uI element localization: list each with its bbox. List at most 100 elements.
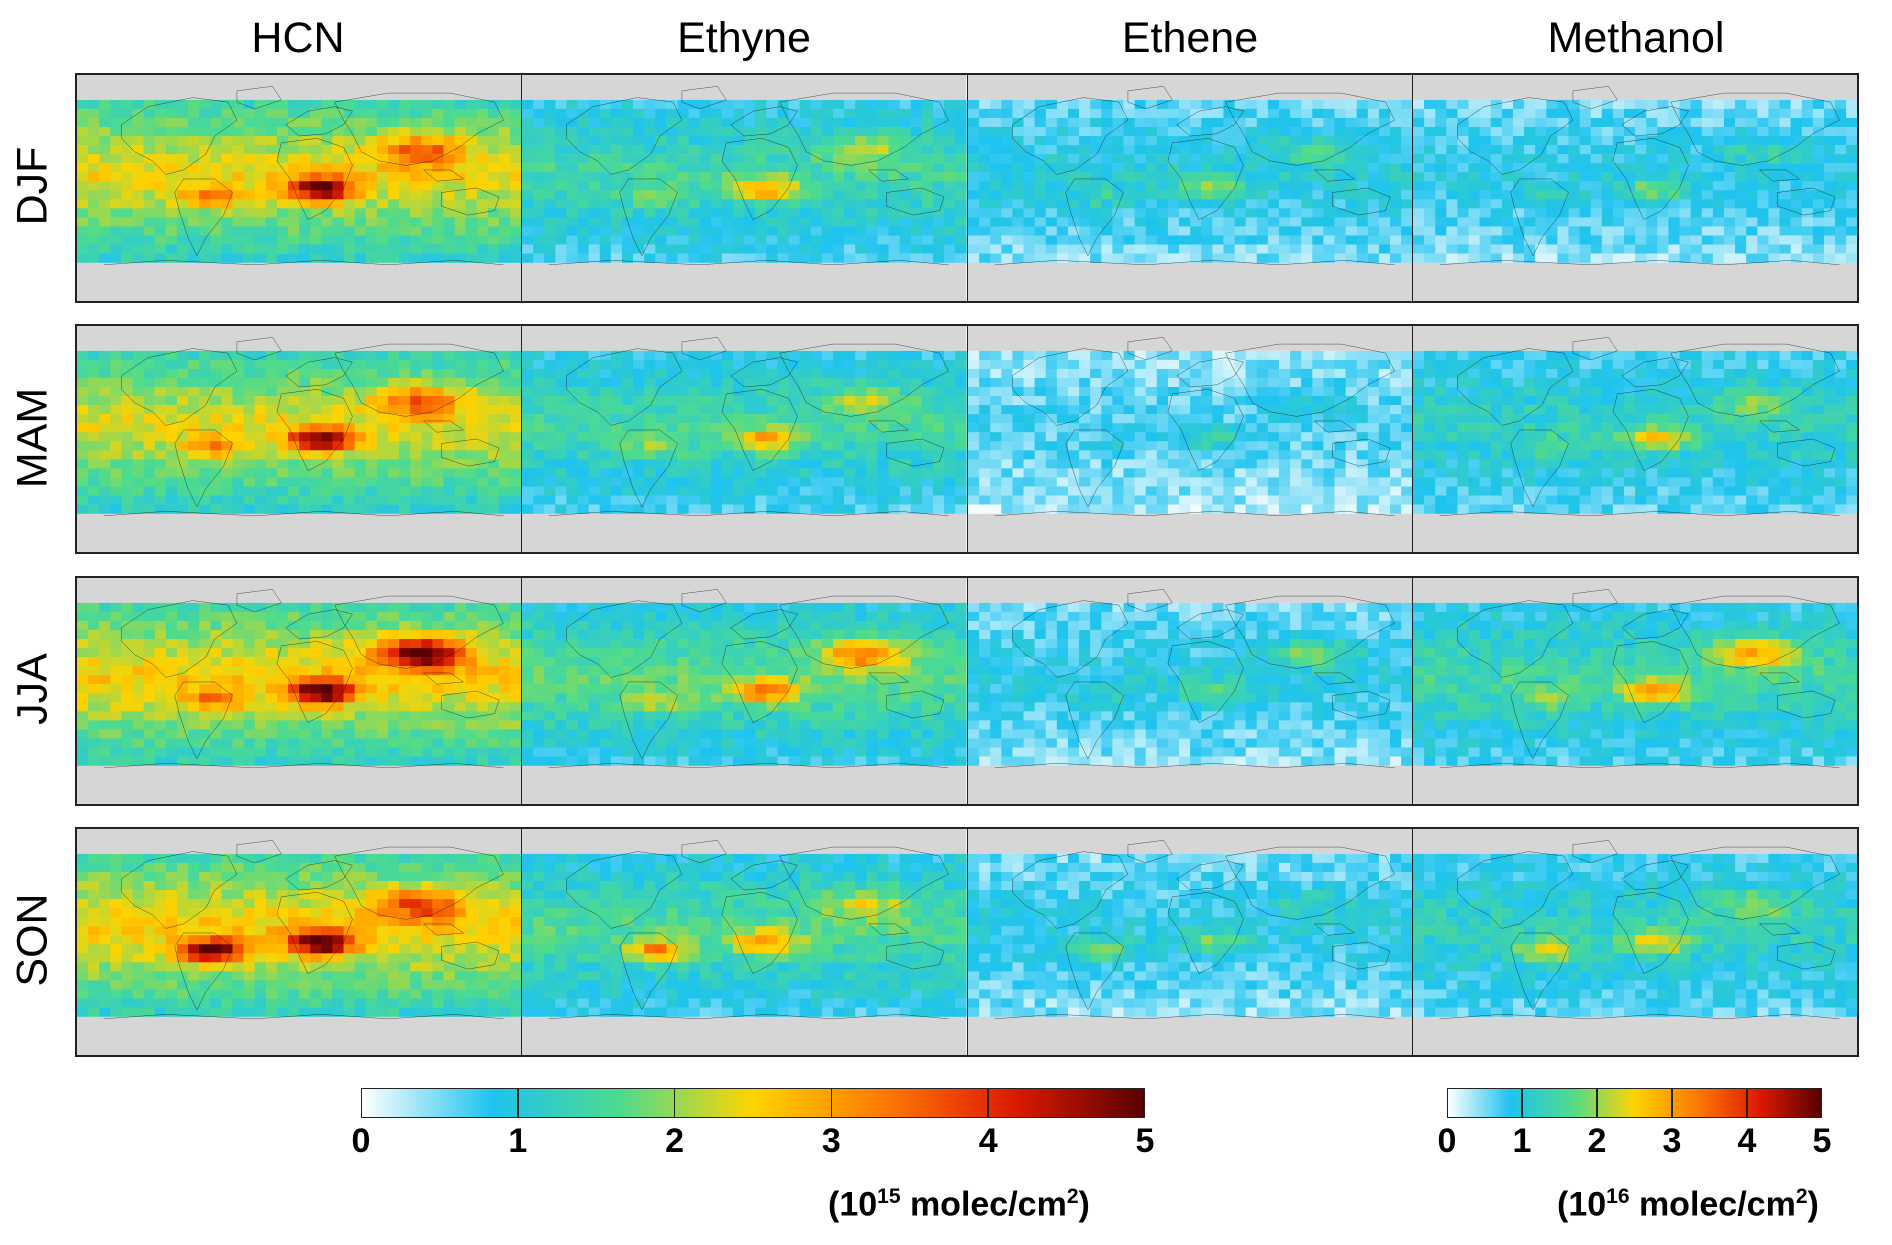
colorbar-methanol <box>1447 1088 1822 1118</box>
colorbar-tick-label: 1 <box>508 1122 528 1160</box>
map-panel-ethyne-djf <box>521 75 967 301</box>
column-field <box>1412 602 1857 766</box>
column-field <box>967 99 1412 263</box>
column-title-ethyne: Ethyne <box>677 14 811 62</box>
colorbar-tick-mark <box>1596 1088 1598 1118</box>
column-title-hcn: HCN <box>251 14 345 62</box>
colorbar-tick-label: 3 <box>1662 1122 1682 1160</box>
colorbar-tick-label: 5 <box>1135 1122 1155 1160</box>
missing-data-band-north <box>77 75 522 100</box>
column-field <box>522 99 967 263</box>
colorbar-tick-mark <box>1671 1088 1673 1118</box>
coastlines <box>549 337 949 516</box>
map-panel-hcn-son <box>77 829 522 1055</box>
coastlines <box>994 337 1394 516</box>
colorbar-tick-label: 2 <box>665 1122 685 1160</box>
missing-data-band-south <box>1412 765 1857 804</box>
missing-data-band-north <box>522 578 967 603</box>
column-field <box>967 602 1412 766</box>
missing-data-band-south <box>77 1016 522 1055</box>
column-field <box>1412 99 1857 263</box>
colorbar-tick-label: 1 <box>1512 1122 1532 1160</box>
colorbar-tick-label: 4 <box>978 1122 998 1160</box>
map-panel-methanol-djf <box>1411 75 1857 301</box>
colorbar-hydrocarbons <box>361 1088 1145 1118</box>
map-panel-ethene-mam <box>966 326 1412 552</box>
missing-data-band-south <box>967 513 1412 552</box>
map-panel-methanol-mam <box>1411 326 1857 552</box>
coastlines <box>104 589 504 768</box>
column-field <box>1412 350 1857 514</box>
missing-data-band-south <box>1412 1016 1857 1055</box>
column-field <box>77 853 522 1017</box>
missing-data-band-north <box>522 326 967 351</box>
missing-data-band-north <box>1412 326 1857 351</box>
map-panel-ethene-jja <box>966 578 1412 804</box>
colorbar-tick-mark <box>1521 1088 1523 1118</box>
map-panel-ethyne-son <box>521 829 967 1055</box>
missing-data-band-south <box>522 262 967 301</box>
map-panel-ethyne-jja <box>521 578 967 804</box>
coastlines <box>549 86 949 265</box>
missing-data-band-south <box>967 262 1412 301</box>
missing-data-band-south <box>522 765 967 804</box>
missing-data-band-south <box>1412 513 1857 552</box>
coastlines <box>549 589 949 768</box>
colorbar-tick-label: 0 <box>1437 1122 1457 1160</box>
coastlines <box>104 86 504 265</box>
panel-row-mam <box>75 324 1859 554</box>
missing-data-band-north <box>967 829 1412 854</box>
map-panel-hcn-djf <box>77 75 522 301</box>
missing-data-band-north <box>967 578 1412 603</box>
column-field <box>967 853 1412 1017</box>
missing-data-band-south <box>522 513 967 552</box>
column-field <box>967 350 1412 514</box>
column-field <box>522 602 967 766</box>
row-label-jja: JJA <box>8 653 57 725</box>
missing-data-band-north <box>77 829 522 854</box>
missing-data-band-north <box>1412 829 1857 854</box>
missing-data-band-south <box>1412 262 1857 301</box>
missing-data-band-south <box>522 1016 967 1055</box>
colorbar-tick-label: 5 <box>1812 1122 1832 1160</box>
map-panel-methanol-son <box>1411 829 1857 1055</box>
missing-data-band-north <box>1412 578 1857 603</box>
panel-row-son <box>75 827 1859 1057</box>
coastlines <box>1439 840 1839 1019</box>
column-field <box>77 99 522 263</box>
coastlines <box>1439 86 1839 265</box>
coastlines <box>1439 337 1839 516</box>
missing-data-band-north <box>522 75 967 100</box>
coastlines <box>104 840 504 1019</box>
colorbar-tick-mark <box>830 1088 833 1118</box>
missing-data-band-south <box>967 765 1412 804</box>
column-field <box>1412 853 1857 1017</box>
map-panel-ethyne-mam <box>521 326 967 552</box>
missing-data-band-south <box>77 262 522 301</box>
colorbar-hydrocarbons-units: (1015 molec/cm2) <box>828 1185 1090 1224</box>
missing-data-band-north <box>77 326 522 351</box>
coastlines <box>994 840 1394 1019</box>
coastlines <box>1439 589 1839 768</box>
column-field <box>77 350 522 514</box>
map-panel-hcn-mam <box>77 326 522 552</box>
coastlines <box>549 840 949 1019</box>
missing-data-band-south <box>77 513 522 552</box>
colorbar-tick-mark <box>1746 1088 1748 1118</box>
map-panel-hcn-jja <box>77 578 522 804</box>
missing-data-band-north <box>522 829 967 854</box>
map-panel-ethene-son <box>966 829 1412 1055</box>
coastlines <box>994 589 1394 768</box>
row-label-mam: MAM <box>8 387 57 489</box>
column-title-ethene: Ethene <box>1121 14 1259 62</box>
panel-row-jja <box>75 576 1859 806</box>
missing-data-band-south <box>77 765 522 804</box>
column-field <box>77 602 522 766</box>
column-field <box>522 350 967 514</box>
missing-data-band-north <box>77 578 522 603</box>
colorbar-tick-label: 2 <box>1587 1122 1607 1160</box>
missing-data-band-south <box>967 1016 1412 1055</box>
colorbar-tick-mark <box>517 1088 519 1118</box>
colorbar-tick-mark <box>673 1088 676 1118</box>
